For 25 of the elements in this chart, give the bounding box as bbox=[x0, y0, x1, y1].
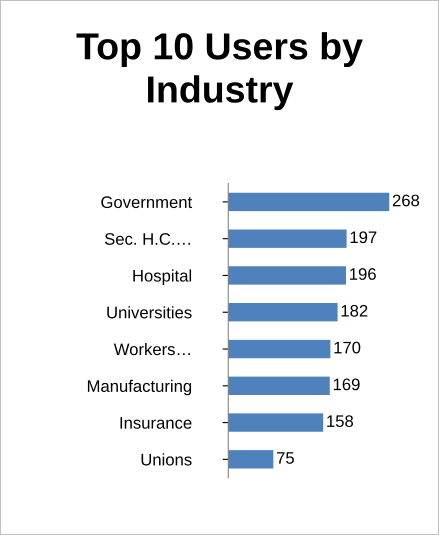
bar bbox=[228, 376, 330, 395]
data-label: 182 bbox=[342, 304, 368, 317]
y-tick-label: Manufacturing bbox=[88, 380, 192, 396]
data-label: 268 bbox=[392, 194, 420, 206]
y-tick-label: Unions bbox=[142, 453, 192, 466]
data-label: 75 bbox=[276, 452, 294, 464]
data-label: 197 bbox=[350, 231, 376, 244]
y-tick-label: Insurance bbox=[120, 417, 192, 429]
y-tick-label: Government bbox=[101, 196, 192, 208]
bar bbox=[228, 340, 330, 358]
data-label: 158 bbox=[327, 415, 354, 428]
y-tick-label: Workers… bbox=[114, 342, 190, 356]
y-tick-label: Universities bbox=[107, 306, 192, 318]
data-label: 169 bbox=[334, 378, 360, 390]
y-tick-label: Sec. H.C.… bbox=[104, 233, 190, 245]
y-tick-label: Hospital bbox=[133, 269, 192, 285]
bar bbox=[228, 229, 347, 248]
bar bbox=[228, 266, 346, 285]
data-label: 196 bbox=[350, 268, 376, 280]
bar bbox=[228, 192, 390, 212]
data-label: 170 bbox=[334, 342, 360, 354]
bar bbox=[228, 303, 338, 322]
chart-title: Top 10 Users by Industry bbox=[76, 32, 363, 110]
bar bbox=[228, 413, 324, 432]
bar bbox=[228, 450, 274, 469]
